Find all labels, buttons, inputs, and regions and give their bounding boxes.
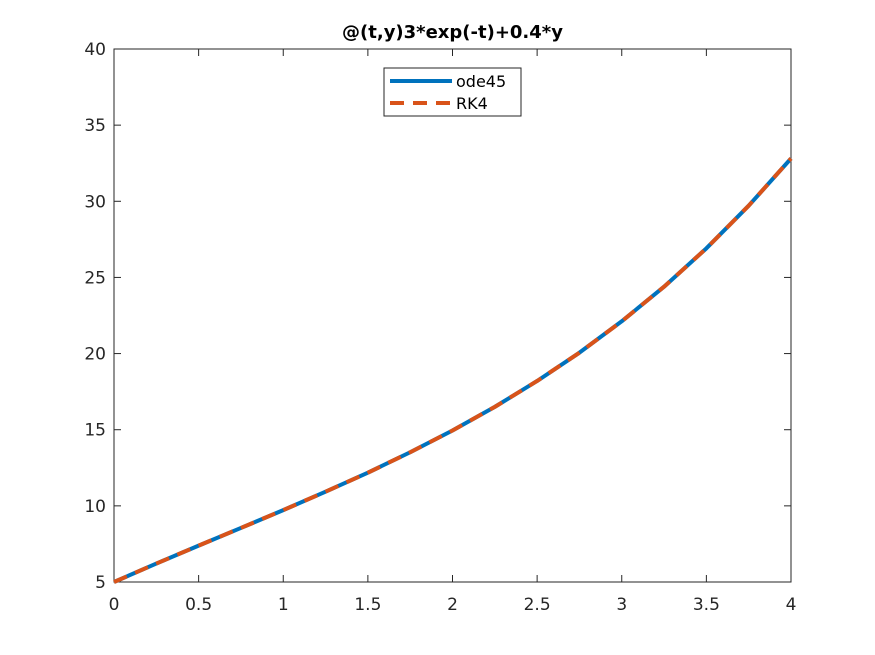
legend: ode45 RK4 — [383, 67, 522, 117]
y-tick-label: 20 — [84, 345, 106, 365]
y-tick-label: 5 — [95, 573, 106, 593]
y-tick-label: 25 — [84, 268, 106, 288]
x-tick-label: 4 — [786, 595, 797, 615]
y-tick-label: 35 — [84, 116, 106, 136]
chart-title: @(t,y)3*exp(-t)+0.4*y — [342, 22, 563, 43]
x-tick-label: 3.5 — [693, 595, 720, 615]
series-line-rk4 — [113, 157, 793, 584]
x-tick-label: 2 — [447, 595, 458, 615]
y-axis-ticks: 5 10 15 20 25 30 35 40 — [84, 40, 791, 593]
y-tick-label: 10 — [84, 497, 106, 517]
legend-box — [383, 67, 522, 117]
y-tick-label: 40 — [84, 40, 106, 60]
legend-label-rk4: RK4 — [456, 94, 488, 113]
x-tick-label: 1 — [278, 595, 289, 615]
axes-frame — [113, 48, 792, 583]
x-tick-label: 1.5 — [354, 595, 381, 615]
x-axis-ticks: 0 0.5 1 1.5 2 2.5 3 3.5 4 — [109, 49, 797, 615]
x-tick-label: 2.5 — [524, 595, 551, 615]
x-tick-label: 0.5 — [185, 595, 212, 615]
x-tick-label: 0 — [109, 595, 120, 615]
x-tick-label: 3 — [616, 595, 627, 615]
series-layer — [113, 157, 793, 584]
legend-label-ode45: ode45 — [456, 72, 506, 91]
y-tick-label: 30 — [84, 192, 106, 212]
y-tick-label: 15 — [84, 421, 106, 441]
plot-area-box — [113, 48, 792, 583]
